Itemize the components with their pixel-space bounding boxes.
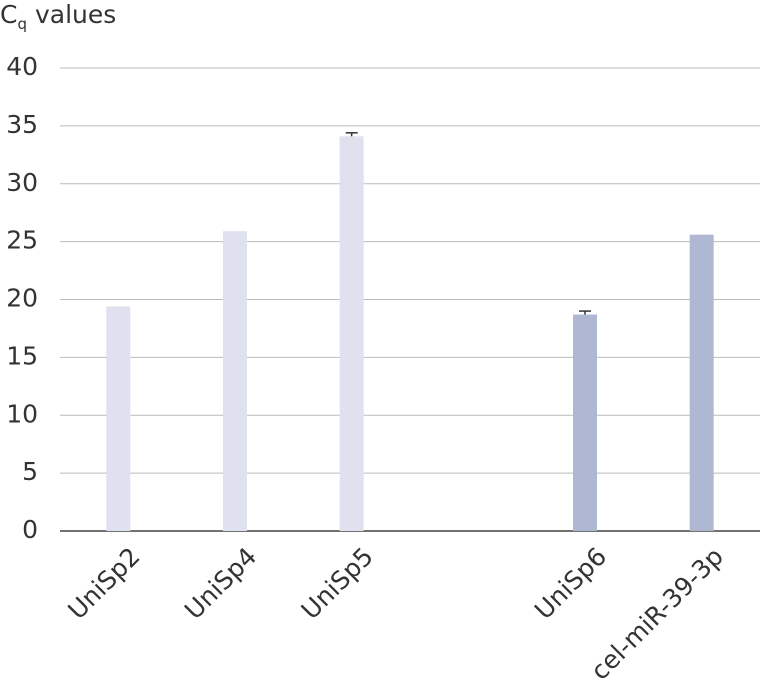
x-tick-label: UniSp6	[529, 542, 612, 625]
y-label-main: C	[0, 0, 17, 29]
y-tick-label: 20	[6, 284, 38, 313]
y-tick-label: 5	[22, 457, 38, 486]
x-tick-label: UniSp5	[296, 542, 379, 625]
error-bar	[579, 310, 591, 315]
y-tick-label: 25	[6, 226, 38, 255]
y-label-rest: values	[35, 0, 116, 29]
x-tick-label: UniSp2	[62, 542, 145, 625]
bar	[573, 314, 597, 531]
bar	[689, 234, 714, 531]
bar	[106, 306, 131, 531]
x-tick-label: UniSp4	[179, 542, 262, 625]
y-axis-label: Cq values	[0, 0, 116, 33]
y-tick-label: 15	[6, 341, 38, 370]
y-tick-label: 40	[6, 52, 38, 81]
y-tick-label: 30	[6, 168, 38, 197]
y-tick-label: 0	[22, 515, 38, 544]
y-label-subscript: q	[17, 15, 27, 33]
y-tick-label: 10	[6, 399, 38, 428]
y-tick-label: 35	[6, 110, 38, 139]
bar	[223, 231, 247, 531]
error-bar	[345, 132, 358, 137]
bar	[339, 136, 364, 532]
